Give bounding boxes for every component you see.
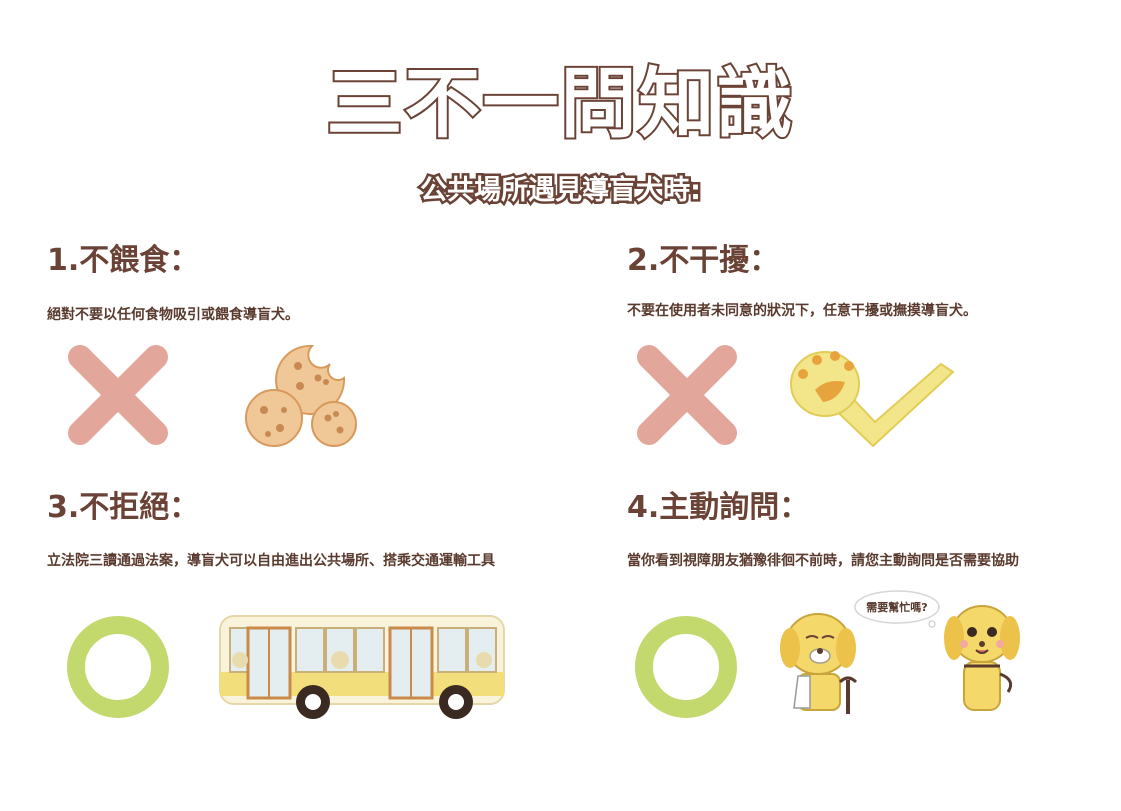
section-3-title: 3.不拒絕： [47,490,200,525]
page-subtitle: 公共場所遇見導盲犬時: [418,173,704,209]
cross-icon-2 [637,345,737,445]
section-2-desc: 不要在使用者未同意的狀況下，任意干擾或撫摸導盲犬。 [627,303,977,319]
cross-icon [68,345,168,445]
speech-bubble-text: 需要幫忙嗎? [866,601,928,614]
section-4-title: 4.主動詢問： [627,490,810,525]
section-4-desc: 當你看到視障朋友猶豫徘徊不前時，請您主動詢問是否需要協助 [627,553,1019,569]
page-title: 三不一問知識 [325,57,795,150]
paw-check-icon [790,351,955,448]
section-1-desc: 絕對不要以任何食物吸引或餵食導盲犬。 [47,307,299,323]
circle-icon-2 [635,616,737,718]
dog-characters-icon [780,605,1020,714]
section-2-title: 2.不干擾： [627,243,780,278]
cookies-icon [245,344,357,447]
circle-icon [67,616,169,718]
speech-bubble-shape [854,590,940,628]
section-3-desc: 立法院三讀通過法案，導盲犬可以自由進出公共場所、搭乘交通運輸工具 [47,553,495,569]
bus-icon [219,615,505,719]
section-1-title: 1.不餵食： [47,243,200,278]
